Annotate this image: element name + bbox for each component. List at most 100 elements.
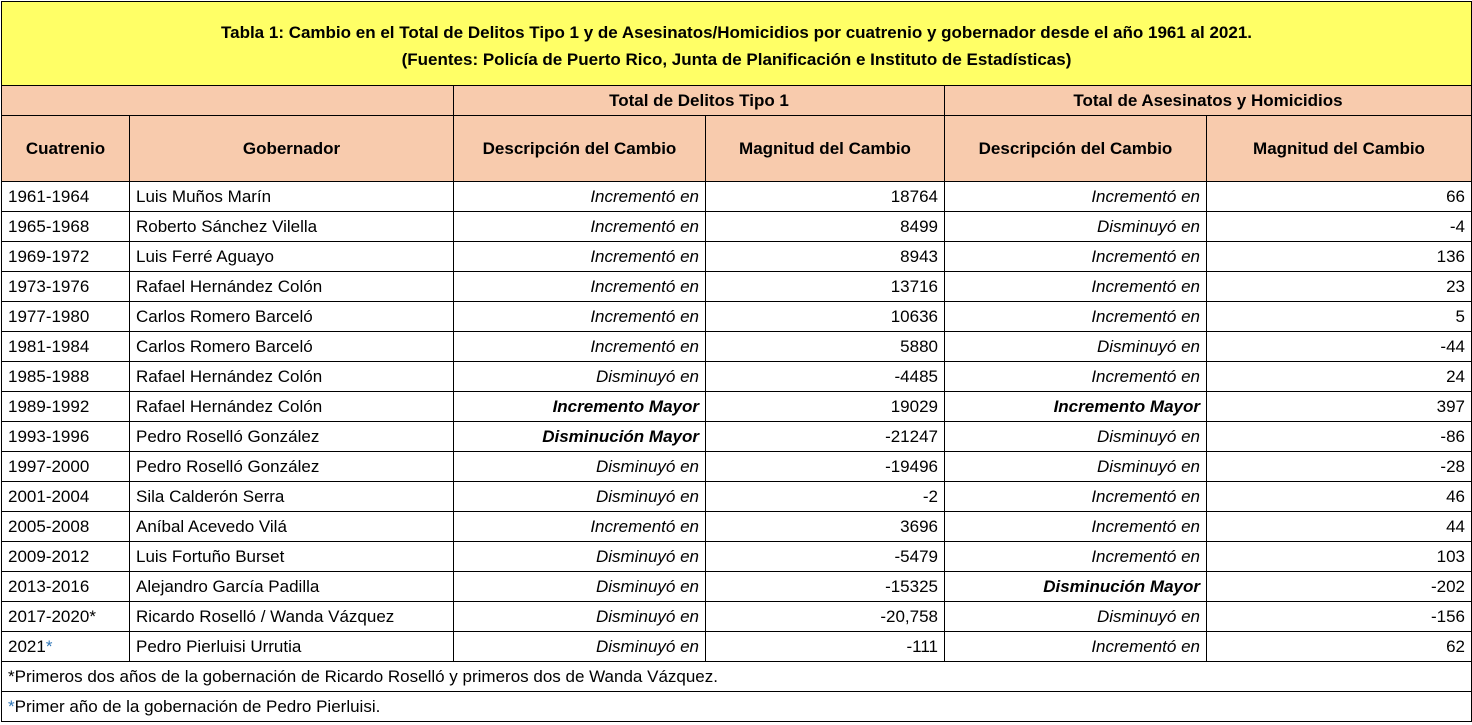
- cell-cuatrenio: 1977-1980: [1, 301, 130, 332]
- cell-descripcion-delitos: Incrementó en: [453, 301, 706, 332]
- footnote-row: *Primer año de la gobernación de Pedro P…: [1, 691, 1472, 722]
- cuatrenio-text: 2005-2008: [8, 516, 90, 536]
- cell-cuatrenio: 1993-1996: [1, 421, 130, 452]
- cell-magnitud-asesinatos: -4: [1206, 211, 1472, 242]
- cuatrenio-text: 1965-1968: [8, 216, 90, 236]
- cell-descripcion-delitos: Incrementó en: [453, 181, 706, 212]
- cell-cuatrenio: 2017-2020*: [1, 601, 130, 632]
- cell-magnitud-asesinatos: -44: [1206, 331, 1472, 362]
- group-header-delitos: Total de Delitos Tipo 1: [453, 85, 945, 116]
- group-header-empty: [1, 85, 454, 116]
- cell-magnitud-delitos: 13716: [705, 271, 945, 302]
- table-row: 2005-2008 Aníbal Acevedo Vilá Incrementó e…: [1, 511, 1472, 542]
- table-row: 1985-1988 Rafael Hernández Colón Disminuyó…: [1, 361, 1472, 392]
- table-row: 1989-1992 Rafael Hernández Colón Increment…: [1, 391, 1472, 422]
- footnote-marker: *: [89, 606, 96, 626]
- cuatrenio-text: 2021: [8, 636, 46, 656]
- cell-descripcion-asesinatos: Incrementó en: [944, 271, 1207, 302]
- cell-gobernador: Roberto Sánchez Vilella: [129, 211, 454, 242]
- cell-magnitud-asesinatos: 44: [1206, 511, 1472, 542]
- cell-magnitud-asesinatos: -28: [1206, 451, 1472, 482]
- cell-gobernador: Luis Fortuño Burset: [129, 541, 454, 572]
- cell-magnitud-asesinatos: 62: [1206, 631, 1472, 662]
- cell-magnitud-delitos: -20,758: [705, 601, 945, 632]
- cell-magnitud-asesinatos: -202: [1206, 571, 1472, 602]
- cell-descripcion-delitos: Incrementó en: [453, 511, 706, 542]
- table-row: 2021* Pedro Pierluisi Urrutia Disminuyó en…: [1, 631, 1472, 662]
- cell-descripcion-delitos: Incremento Mayor: [453, 391, 706, 422]
- footnote-marker: *: [45, 636, 53, 656]
- table-title: Tabla 1: Cambio en el Total de Delitos T…: [1, 1, 1472, 86]
- cuatrenio-text: 1989-1992: [8, 396, 90, 416]
- cuatrenio-text: 1993-1996: [8, 426, 90, 446]
- cuatrenio-text: 1969-1972: [8, 246, 90, 266]
- cell-descripcion-delitos: Incrementó en: [453, 211, 706, 242]
- cell-magnitud-asesinatos: 23: [1206, 271, 1472, 302]
- cuatrenio-text: 1981-1984: [8, 336, 90, 356]
- cell-descripcion-delitos: Disminuyó en: [453, 571, 706, 602]
- column-header-gobernador: Gobernador: [129, 115, 454, 182]
- cuatrenio-text: 1977-1980: [8, 306, 90, 326]
- table-row: 2001-2004 Sila Calderón Serra Disminuyó en…: [1, 481, 1472, 512]
- group-header-asesinatos: Total de Asesinatos y Homicidios: [944, 85, 1472, 116]
- cell-gobernador: Pedro Roselló González: [129, 421, 454, 452]
- column-header-descripcion-asesinatos: Descripción del Cambio: [944, 115, 1207, 182]
- cell-gobernador: Rafael Hernández Colón: [129, 271, 454, 302]
- cell-gobernador: Carlos Romero Barceló: [129, 331, 454, 362]
- cell-magnitud-asesinatos: 24: [1206, 361, 1472, 392]
- cell-magnitud-delitos: 5880: [705, 331, 945, 362]
- cuatrenio-text: 2017-2020: [8, 606, 90, 626]
- cell-descripcion-delitos: Disminuyó en: [453, 451, 706, 482]
- title-line-2: (Fuentes: Policía de Puerto Rico, Junta …: [401, 49, 1072, 69]
- cuatrenio-text: 1973-1976: [8, 276, 90, 296]
- cell-cuatrenio: 2005-2008: [1, 511, 130, 542]
- table-row: 2013-2016 Alejandro García Padilla Disminu…: [1, 571, 1472, 602]
- table-row: 1993-1996 Pedro Roselló González Disminuci…: [1, 421, 1472, 452]
- cell-gobernador: Ricardo Roselló / Wanda Vázquez: [129, 601, 454, 632]
- cuatrenio-text: 1985-1988: [8, 366, 90, 386]
- cell-magnitud-asesinatos: 5: [1206, 301, 1472, 332]
- cell-gobernador: Sila Calderón Serra: [129, 481, 454, 512]
- cell-descripcion-asesinatos: Incrementó en: [944, 481, 1207, 512]
- cell-descripcion-asesinatos: Incrementó en: [944, 361, 1207, 392]
- cell-gobernador: Carlos Romero Barceló: [129, 301, 454, 332]
- cell-magnitud-delitos: -5479: [705, 541, 945, 572]
- cell-descripcion-delitos: Disminuyó en: [453, 631, 706, 662]
- cell-descripcion-delitos: Incrementó en: [453, 271, 706, 302]
- cell-descripcion-asesinatos: Incrementó en: [944, 241, 1207, 272]
- cell-descripcion-asesinatos: Disminuyó en: [944, 601, 1207, 632]
- cell-descripcion-asesinatos: Disminuyó en: [944, 211, 1207, 242]
- cell-magnitud-delitos: -111: [705, 631, 945, 662]
- table-row: 2017-2020* Ricardo Roselló / Wanda Vázque…: [1, 601, 1472, 632]
- cell-gobernador: Rafael Hernández Colón: [129, 391, 454, 422]
- cell-magnitud-asesinatos: 397: [1206, 391, 1472, 422]
- cell-magnitud-delitos: 18764: [705, 181, 945, 212]
- cell-magnitud-asesinatos: -86: [1206, 421, 1472, 452]
- table-row: 1973-1976 Rafael Hernández Colón Increment…: [1, 271, 1472, 302]
- cell-descripcion-delitos: Disminuyó en: [453, 361, 706, 392]
- cell-descripcion-delitos: Disminuyó en: [453, 601, 706, 632]
- cell-gobernador: Aníbal Acevedo Vilá: [129, 511, 454, 542]
- cell-magnitud-delitos: -19496: [705, 451, 945, 482]
- cell-magnitud-delitos: -4485: [705, 361, 945, 392]
- cell-gobernador: Alejandro García Padilla: [129, 571, 454, 602]
- title-line-1: Tabla 1: Cambio en el Total de Delitos T…: [221, 22, 1252, 42]
- footnote-text: Primer año de la gobernación de Pedro Pi…: [14, 696, 381, 716]
- cell-descripcion-asesinatos: Disminuyó en: [944, 331, 1207, 362]
- cell-cuatrenio: 1989-1992: [1, 391, 130, 422]
- cuatrenio-text: 1997-2000: [8, 456, 90, 476]
- cell-descripcion-delitos: Disminuyó en: [453, 541, 706, 572]
- table-body: 1961-1964 Luis Muños Marín Incrementó en 18…: [1, 181, 1472, 662]
- cell-cuatrenio: 1961-1964: [1, 181, 130, 212]
- footnote-marker: *: [8, 666, 15, 686]
- cell-magnitud-delitos: 19029: [705, 391, 945, 422]
- cell-gobernador: Rafael Hernández Colón: [129, 361, 454, 392]
- cell-cuatrenio: 1969-1972: [1, 241, 130, 272]
- table-row: 1981-1984 Carlos Romero Barceló Incrementó…: [1, 331, 1472, 362]
- cell-gobernador: Luis Muños Marín: [129, 181, 454, 212]
- table-footnotes: *Primeros dos años de la gobernación de …: [1, 661, 1472, 722]
- table-row: 1969-1972 Luis Ferré Aguayo Incrementó en 8…: [1, 241, 1472, 272]
- cell-gobernador: Pedro Pierluisi Urrutia: [129, 631, 454, 662]
- cell-magnitud-asesinatos: -156: [1206, 601, 1472, 632]
